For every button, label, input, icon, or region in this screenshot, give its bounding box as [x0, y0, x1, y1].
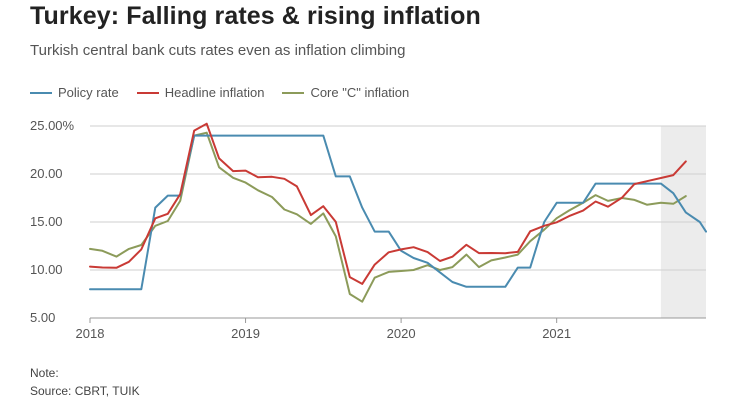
- legend-swatch-policy-rate: [30, 91, 52, 94]
- legend-label-core-inflation: Core "C" inflation: [310, 85, 410, 100]
- legend: Policy rate Headline inflation Core "C" …: [30, 85, 409, 100]
- series-line-policy-rate: [89, 134, 707, 291]
- legend-item-policy-rate: Policy rate: [30, 85, 119, 100]
- series-line-core-c-inflation: [89, 131, 687, 303]
- x-tick-label: 2021: [542, 326, 571, 341]
- y-tick-label: 5.00: [30, 310, 55, 325]
- y-tick-label: 10.00: [30, 262, 63, 277]
- legend-item-headline-inflation: Headline inflation: [136, 85, 265, 100]
- legend-swatch-core-inflation: [282, 91, 305, 94]
- legend-label-policy-rate: Policy rate: [58, 85, 119, 100]
- chart-title: Turkey: Falling rates & rising inflation: [30, 2, 481, 30]
- line-chart: 5.00 10.00 15.00 20.00 25.00% 2018 2019 2020 20…: [30, 118, 707, 341]
- x-tick-label: 2018: [76, 326, 105, 341]
- y-tick-label: 20.00: [30, 166, 63, 181]
- y-tick-label: 15.00: [30, 214, 63, 229]
- legend-item-core-inflation: Core "C" inflation: [282, 85, 409, 100]
- x-tick-label: 2019: [231, 326, 260, 341]
- legend-swatch-headline-inflation: [136, 91, 159, 94]
- source-label: Source: CBRT, TUIK: [30, 384, 140, 398]
- x-tick-label: 2020: [387, 326, 416, 341]
- legend-label-headline-inflation: Headline inflation: [164, 85, 265, 100]
- note-label: Note:: [30, 366, 59, 380]
- series-line-headline-inflation: [89, 122, 687, 285]
- y-tick-label: 25.00%: [30, 118, 75, 133]
- chart-subtitle: Turkish central bank cuts rates even as …: [30, 42, 406, 59]
